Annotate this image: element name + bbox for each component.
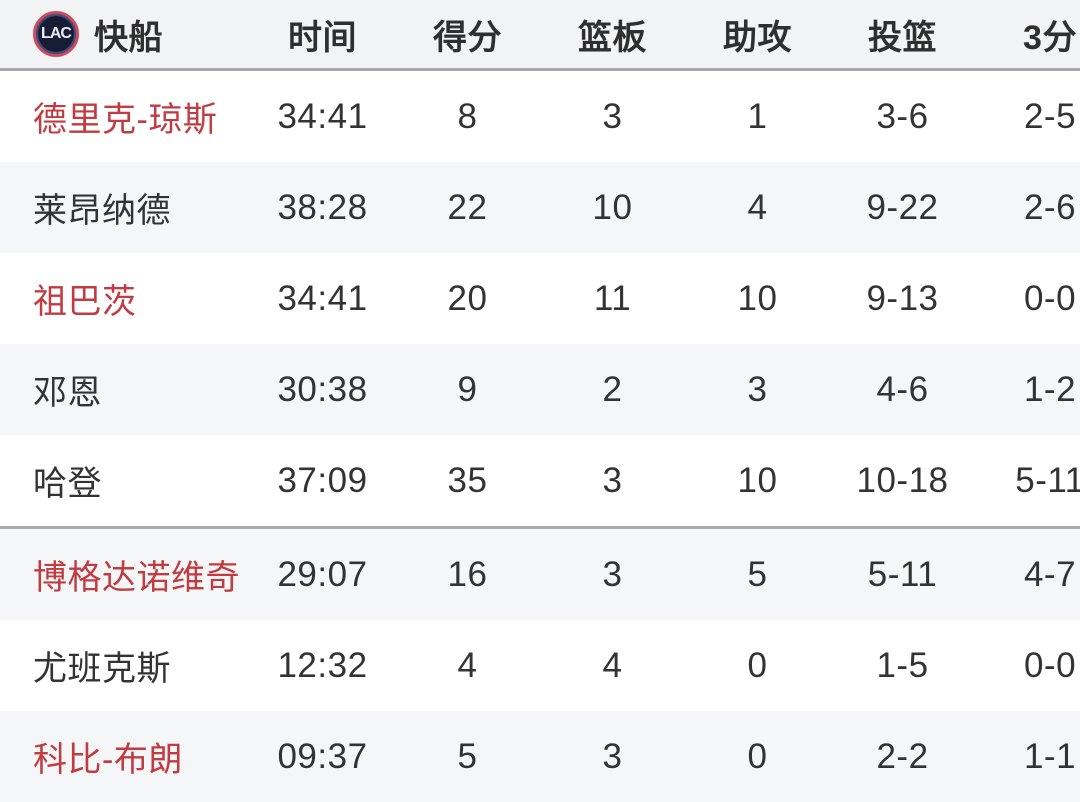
stat-three: 2-6 <box>1023 187 1077 227</box>
player-name: 邓恩 <box>33 374 102 412</box>
stat-assists: 1 <box>747 96 768 136</box>
stat-three: 1-2 <box>1023 369 1077 409</box>
column-header-three: 3分 <box>1023 18 1077 57</box>
column-header-points: 得分 <box>433 18 502 57</box>
stat-assists: 5 <box>747 554 768 594</box>
player-row[interactable]: 博格达诺维奇 29:07 16 3 5 5-11 4-7 <box>0 529 1080 620</box>
stat-points: 9 <box>457 369 478 409</box>
player-name: 祖巴茨 <box>33 283 137 321</box>
stat-rebounds: 3 <box>602 736 623 776</box>
stat-points: 5 <box>457 736 478 776</box>
player-name: 哈登 <box>33 465 102 503</box>
column-header-time: 时间 <box>288 18 357 57</box>
player-row[interactable]: 哈登 37:09 35 3 10 10-18 5-11 <box>0 435 1080 529</box>
stat-time: 34:41 <box>277 96 368 136</box>
player-name: 尤班克斯 <box>33 650 171 688</box>
stat-points: 35 <box>447 460 488 500</box>
column-header-fg: 投篮 <box>868 18 937 57</box>
stat-time: 30:38 <box>277 369 368 409</box>
stat-fg: 3-6 <box>876 96 929 136</box>
logo-text: LAC <box>41 25 72 42</box>
stat-three: 5-11 <box>1015 460 1080 500</box>
stat-points: 20 <box>447 278 488 318</box>
column-header-rebounds: 篮板 <box>578 18 647 57</box>
stat-assists: 10 <box>737 278 778 318</box>
player-row[interactable]: 尤班克斯 12:32 4 4 0 1-5 0-0 <box>0 620 1080 711</box>
stat-fg: 10-18 <box>856 460 949 500</box>
stat-three: 4-7 <box>1023 554 1077 594</box>
player-name: 博格达诺维奇 <box>33 559 240 597</box>
column-header-assists: 助攻 <box>723 18 792 57</box>
stat-points: 4 <box>457 645 478 685</box>
stat-assists: 4 <box>747 187 768 227</box>
team-header-cell: LAC 快船 <box>0 10 250 59</box>
player-row[interactable]: 德里克-琼斯 34:41 8 3 1 3-6 2-5 <box>0 71 1080 162</box>
stat-fg: 9-13 <box>866 278 939 318</box>
stat-rebounds: 3 <box>602 554 623 594</box>
stat-time: 34:41 <box>277 278 368 318</box>
player-name: 科比-布朗 <box>33 741 183 779</box>
stat-fg: 2-2 <box>876 736 929 776</box>
stat-three: 1-1 <box>1023 736 1077 776</box>
stat-time: 38:28 <box>277 187 368 227</box>
stat-points: 16 <box>447 554 488 594</box>
player-name: 德里克-琼斯 <box>33 101 218 139</box>
stat-rebounds: 3 <box>602 460 623 500</box>
stat-assists: 10 <box>737 460 778 500</box>
stat-fg: 1-5 <box>876 645 929 685</box>
stat-points: 8 <box>457 96 478 136</box>
stat-three: 0-0 <box>1023 278 1077 318</box>
stat-rebounds: 11 <box>593 278 632 318</box>
stat-time: 29:07 <box>277 554 368 594</box>
player-row[interactable]: 莱昂纳德 38:28 22 10 4 9-22 2-6 <box>0 162 1080 253</box>
stat-fg: 4-6 <box>876 369 929 409</box>
stat-assists: 3 <box>747 369 768 409</box>
stat-three: 0-0 <box>1023 645 1077 685</box>
table-header: LAC 快船 时间 得分 篮板 助攻 投篮 3分 <box>0 0 1080 71</box>
stat-time: 37:09 <box>277 460 368 500</box>
team-name: 快船 <box>94 18 163 57</box>
stat-rebounds: 2 <box>602 369 623 409</box>
stat-assists: 0 <box>747 645 768 685</box>
clippers-logo-icon: LAC <box>33 11 79 57</box>
player-name: 莱昂纳德 <box>33 192 171 230</box>
stat-points: 22 <box>447 187 488 227</box>
stat-three: 2-5 <box>1023 96 1077 136</box>
player-row[interactable]: 祖巴茨 34:41 20 11 10 9-13 0-0 <box>0 253 1080 344</box>
player-row[interactable]: 科比-布朗 09:37 5 3 0 2-2 1-1 <box>0 711 1080 802</box>
stat-time: 12:32 <box>277 645 368 685</box>
stat-rebounds: 10 <box>592 187 633 227</box>
stat-assists: 0 <box>747 736 768 776</box>
stat-fg: 9-22 <box>866 187 939 227</box>
stat-rebounds: 3 <box>602 96 623 136</box>
stat-fg: 5-11 <box>867 554 938 594</box>
stat-time: 09:37 <box>277 736 368 776</box>
player-row[interactable]: 邓恩 30:38 9 2 3 4-6 1-2 <box>0 344 1080 435</box>
stat-rebounds: 4 <box>602 645 623 685</box>
